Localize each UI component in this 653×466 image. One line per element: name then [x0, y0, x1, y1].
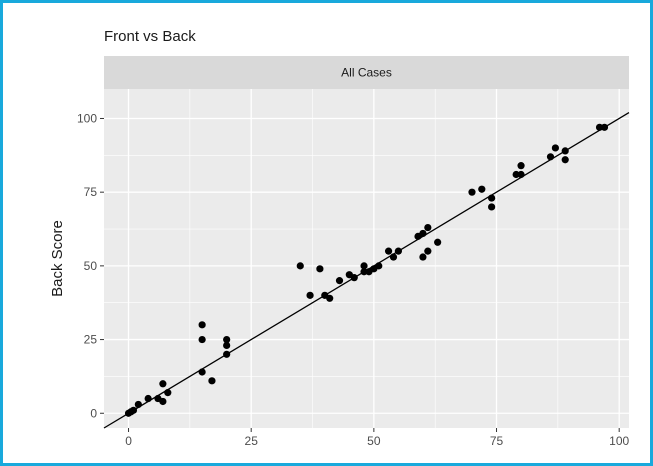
data-point: [316, 265, 324, 273]
data-point: [129, 406, 138, 414]
data-point: [296, 262, 304, 270]
data-point: [424, 223, 432, 232]
data-point: [198, 368, 206, 376]
data-point: [419, 253, 427, 261]
data-point: [434, 238, 442, 246]
data-point: [159, 380, 167, 388]
chart-title: Front vs Back: [104, 28, 196, 45]
facet-strip: [104, 56, 629, 89]
data-point: [424, 247, 432, 255]
data-point: [198, 335, 206, 344]
x-tick-label: 100: [609, 434, 629, 448]
data-point: [164, 389, 172, 397]
data-point: [488, 203, 496, 211]
y-tick-label: 75: [84, 185, 98, 199]
data-point: [468, 188, 476, 196]
y-tick-label: 25: [84, 333, 98, 347]
data-point: [384, 247, 393, 255]
data-point: [159, 397, 167, 406]
y-tick-label: 0: [90, 406, 97, 420]
data-point: [551, 144, 560, 152]
x-tick-label: 25: [245, 434, 259, 448]
data-point: [223, 350, 231, 358]
axes: 0 25 50 75 100 0 25 50 75 100: [77, 111, 630, 448]
y-tick-label: 50: [84, 259, 98, 273]
data-point: [134, 400, 142, 409]
y-axis-label: Back Score: [49, 220, 66, 297]
data-point: [478, 185, 486, 193]
x-tick-label: 75: [490, 434, 504, 448]
data-points: [124, 123, 609, 417]
y-tick-label: 100: [77, 111, 97, 125]
data-point: [350, 274, 358, 282]
data-point: [517, 170, 525, 179]
plot-panel: [104, 89, 629, 428]
x-tick-label: 50: [367, 434, 381, 448]
data-point: [335, 277, 344, 285]
data-point: [394, 247, 402, 255]
data-point: [306, 291, 314, 299]
facet-strip-label: All Cases: [341, 66, 392, 80]
data-point: [223, 341, 231, 350]
data-point: [546, 153, 555, 161]
data-point: [360, 262, 368, 270]
data-point: [389, 253, 398, 261]
data-point: [561, 147, 569, 155]
data-point: [561, 156, 569, 164]
data-point: [600, 123, 609, 131]
data-point: [198, 321, 206, 329]
data-point: [144, 394, 152, 403]
data-point: [517, 162, 525, 170]
data-point: [223, 335, 231, 344]
data-point: [208, 377, 216, 385]
data-point: [488, 194, 496, 202]
data-point: [419, 229, 427, 238]
x-tick-label: 0: [125, 434, 132, 448]
data-point: [375, 262, 383, 270]
data-point: [326, 294, 334, 302]
